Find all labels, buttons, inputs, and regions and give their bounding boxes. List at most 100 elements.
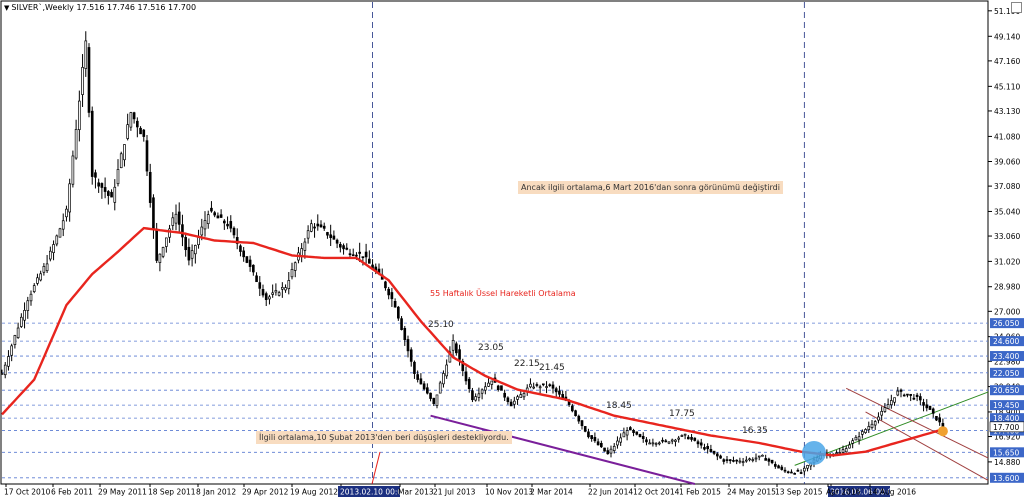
y-tick-label: 49.140 bbox=[994, 32, 1020, 41]
candle-body bbox=[152, 197, 155, 230]
candle-body bbox=[574, 410, 577, 417]
candle-body bbox=[306, 230, 310, 239]
candle-body bbox=[545, 386, 548, 388]
candle-body bbox=[116, 169, 120, 185]
candle-body bbox=[529, 383, 532, 388]
candle-body bbox=[268, 296, 271, 300]
candle-body bbox=[535, 384, 539, 386]
candle-body bbox=[219, 214, 223, 218]
candle-body bbox=[625, 430, 629, 436]
candle-body bbox=[248, 259, 252, 267]
candle-body bbox=[361, 256, 365, 259]
x-tick-label: 12 Oct 2014 bbox=[633, 488, 680, 497]
candle-body bbox=[554, 388, 558, 393]
x-tick-label: 18 Sep 2011 bbox=[148, 488, 196, 497]
candle-body bbox=[893, 397, 896, 403]
candle-body bbox=[87, 47, 91, 113]
candle-body bbox=[239, 245, 242, 252]
level-price-label: 18.400 bbox=[993, 414, 1019, 423]
candle-body bbox=[506, 397, 510, 403]
y-tick-label: 31.020 bbox=[994, 257, 1020, 266]
candle-body bbox=[919, 396, 922, 401]
candle-body bbox=[400, 318, 403, 330]
candle-body bbox=[783, 469, 787, 472]
x-tick-label: 10 Nov 2013 bbox=[485, 488, 533, 497]
candle-body bbox=[213, 212, 216, 216]
candle-body bbox=[757, 455, 761, 458]
y-tick-label: 35.040 bbox=[994, 207, 1020, 216]
level-price-label: 26.050 bbox=[993, 319, 1019, 328]
level-price-label: 19.450 bbox=[993, 401, 1019, 410]
candle-body bbox=[848, 444, 851, 449]
candle-body bbox=[290, 269, 294, 278]
candle-body bbox=[345, 247, 349, 250]
level-price-label: 22.050 bbox=[993, 369, 1019, 378]
candle-body bbox=[786, 471, 790, 474]
candle-body bbox=[764, 458, 767, 461]
candle-body bbox=[119, 153, 123, 169]
last-price-box bbox=[989, 421, 1024, 433]
candle-body bbox=[674, 439, 677, 442]
candle-body bbox=[174, 213, 178, 224]
candle-body bbox=[899, 389, 903, 392]
ema-crossover-marker bbox=[802, 440, 826, 465]
candle-body bbox=[680, 435, 684, 437]
candle-body bbox=[883, 407, 887, 412]
candle-body bbox=[132, 112, 136, 120]
candle-body bbox=[45, 263, 49, 272]
level-price-box bbox=[990, 413, 1024, 424]
candle-body bbox=[716, 453, 719, 457]
x-tick-label: 21 Jul 2013 bbox=[433, 488, 476, 497]
x-tick-label: Apr 2016 bbox=[826, 488, 861, 497]
y-tick-label: 41.080 bbox=[994, 132, 1020, 141]
chart-corner-icon[interactable] bbox=[1011, 2, 1022, 13]
candle-body bbox=[667, 441, 671, 444]
date-marker-box bbox=[828, 486, 890, 497]
candle-body bbox=[110, 191, 113, 198]
candle-body bbox=[745, 459, 748, 462]
candle-body bbox=[703, 447, 706, 450]
candle-body bbox=[622, 432, 626, 438]
candle-body bbox=[577, 415, 581, 422]
level-price-box bbox=[990, 351, 1024, 362]
candle-body bbox=[677, 437, 680, 440]
candle-body bbox=[364, 251, 368, 258]
candle-body bbox=[503, 392, 506, 398]
candle-body bbox=[10, 345, 13, 356]
y-tick-label: 14.880 bbox=[994, 458, 1020, 467]
candle-body bbox=[513, 400, 516, 405]
y-tick-label: 45.110 bbox=[994, 82, 1020, 91]
candle-body bbox=[261, 289, 265, 296]
candle-body bbox=[738, 460, 742, 463]
candle-body bbox=[751, 459, 755, 461]
candle-body bbox=[84, 40, 88, 69]
candle-body bbox=[200, 226, 204, 236]
candle-body bbox=[648, 442, 651, 445]
candle-body bbox=[13, 335, 17, 345]
candle-body bbox=[844, 448, 848, 453]
candle-body bbox=[310, 223, 313, 232]
candle-body bbox=[877, 416, 880, 421]
y-tick-label: 43.130 bbox=[994, 107, 1020, 116]
x-tick-label: 13 Sep 2015 bbox=[775, 488, 823, 497]
candle-body bbox=[696, 441, 700, 445]
annotation-top-box: Ancak ilgili ortalama,6 Mart 2016'dan so… bbox=[518, 181, 783, 194]
candle-body bbox=[616, 440, 619, 446]
candle-body bbox=[81, 67, 84, 95]
candle-body bbox=[728, 459, 732, 462]
candle-body bbox=[861, 431, 864, 435]
candle-body bbox=[722, 459, 726, 462]
candle-body bbox=[770, 459, 774, 464]
candle-body bbox=[474, 396, 477, 401]
candle-body bbox=[419, 378, 423, 385]
peak-label: 18.45 bbox=[606, 401, 632, 411]
peak-label: 17.75 bbox=[669, 409, 695, 419]
candle-body bbox=[429, 392, 432, 399]
candle-body bbox=[139, 127, 142, 135]
candle-body bbox=[522, 393, 526, 398]
candle-body bbox=[393, 301, 397, 308]
candle-body bbox=[902, 394, 906, 397]
candle-body bbox=[909, 393, 912, 396]
candle-body bbox=[451, 340, 455, 351]
